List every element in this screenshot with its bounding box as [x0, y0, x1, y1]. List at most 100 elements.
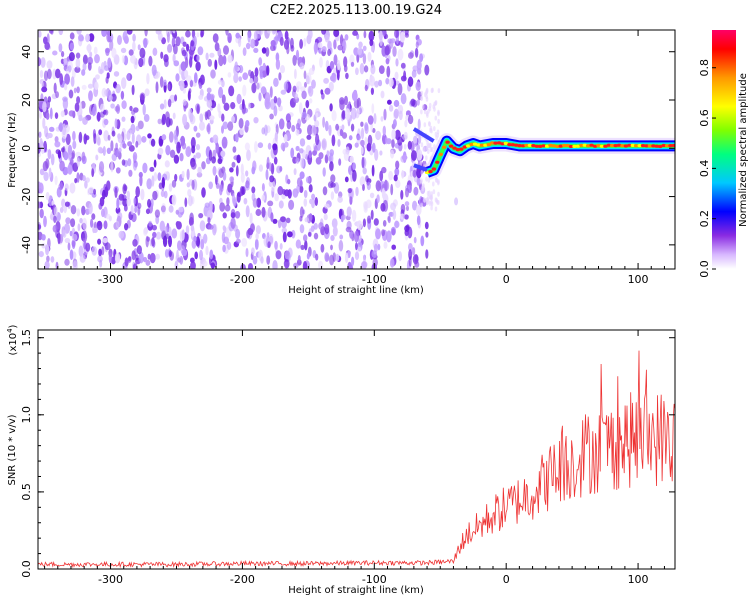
signal-peak-cell [476, 143, 481, 147]
heatmap-noise-cell [329, 60, 335, 70]
heatmap-noise-cell [397, 83, 403, 96]
signal-peak-cell [644, 144, 649, 148]
heatmap-noise-cell [390, 183, 394, 196]
heatmap-noise-cell [164, 226, 169, 234]
heatmap-noise-cell [241, 237, 248, 247]
signal-peak-cell [507, 143, 512, 147]
heatmap-noise-cell [185, 75, 192, 82]
heatmap-noise-cell [382, 199, 389, 212]
heatmap-noise-cell [373, 113, 377, 125]
heatmap-noise-cell [387, 215, 391, 222]
heatmap-noise-cell [67, 164, 73, 175]
heatmap-noise-cell [126, 30, 133, 35]
heatmap-noise-cell [95, 154, 99, 161]
heatmap-noise-cell [313, 145, 318, 155]
signal-peak-cell [627, 143, 632, 147]
heatmap-noise-cell [269, 113, 274, 120]
heatmap-noise-cell [44, 260, 50, 269]
heatmap-noise-cell [164, 160, 170, 168]
signal-peak-cell [510, 143, 515, 147]
heatmap-fringe-cell [430, 205, 433, 211]
signal-peak-cell [623, 144, 629, 148]
heatmap-noise-cell [311, 125, 317, 136]
heatmap-noise-cell [50, 30, 54, 35]
heatmap-noise-cell [212, 165, 217, 176]
heatmap-noise-cell [83, 133, 88, 145]
heatmap-noise-cell [104, 65, 109, 71]
heatmap-noise-cell [110, 140, 114, 152]
heatmap-noise-cell [47, 68, 52, 80]
signal-peak-cell [599, 144, 605, 148]
heatmap-noise-cell [416, 177, 421, 186]
heatmap-noise-cell [62, 123, 67, 136]
heatmap-noise-cell [143, 38, 148, 49]
heatmap-fringe-cell [433, 106, 436, 112]
heatmap-noise-cell [329, 254, 335, 266]
signal-peak-cell [534, 144, 539, 148]
heatmap-noise-cell [339, 128, 344, 137]
heatmap-noise-cell [386, 65, 391, 78]
heatmap-noise-cell [220, 184, 224, 192]
heatmap-noise-cell [294, 68, 297, 80]
heatmap-noise-cell [50, 256, 55, 263]
heatmap-fringe-cell [420, 170, 424, 175]
heatmap-noise-cell [76, 208, 81, 217]
heatmap-noise-cell [48, 167, 52, 178]
heatmap-noise-cell [53, 215, 57, 223]
heatmap-noise-cell [188, 108, 193, 120]
heatmap-noise-cell [153, 159, 157, 168]
heatmap-noise-cell [236, 93, 242, 105]
heatmap-noise-cell [114, 118, 118, 129]
heatmap-noise-cell [121, 54, 125, 64]
signal-peak-cell [527, 143, 533, 147]
heatmap-noise-cell [198, 213, 204, 219]
heatmap-noise-cell [408, 249, 413, 261]
signal-peak-cell [647, 144, 653, 148]
signal-peak-cell [603, 144, 608, 148]
signal-peak-cell [520, 144, 526, 148]
heatmap-noise-cell [129, 105, 133, 111]
heatmap-noise-cell [164, 249, 169, 258]
heatmap-noise-cell [287, 178, 291, 185]
heatmap-noise-cell [319, 56, 323, 68]
heatmap-noise-cell [273, 105, 278, 117]
heatmap-noise-cell [199, 113, 204, 123]
heatmap-noise-cell [388, 170, 393, 181]
heatmap-noise-cell [193, 125, 198, 132]
heatmap-noise-cell [353, 47, 359, 56]
heatmap-noise-cell [88, 33, 95, 42]
heatmap-noise-cell [394, 30, 399, 39]
heatmap-noise-cell [114, 252, 121, 264]
heatmap-noise-cell [173, 60, 180, 67]
signal-peak-cell [606, 143, 611, 147]
heatmap-noise-cell [251, 166, 256, 175]
heatmap-noise-cell [184, 197, 188, 208]
signal-peak-cell [479, 143, 485, 147]
heatmap-noise-cell [251, 192, 256, 202]
heatmap-noise-cell [176, 221, 182, 230]
heatmap-fringe-cell [433, 101, 436, 107]
snr-x-axis-label: Height of straight line (km) [288, 585, 424, 596]
heatmap-fringe-cell [425, 90, 428, 95]
heatmap-noise-cell [280, 65, 285, 74]
heatmap-noise-cell [295, 145, 300, 152]
signal-peak-cell [586, 144, 591, 148]
heatmap-noise-cell [82, 116, 88, 125]
signal-peak-cell [562, 143, 567, 148]
heatmap-noise-cell [173, 43, 178, 55]
signal-peak-cell [544, 144, 550, 148]
heatmap-noise-cell [123, 184, 128, 192]
signal-peak-cell [459, 147, 464, 151]
heatmap-noise-cell [69, 42, 75, 51]
heatmap-noise-cell [95, 74, 100, 80]
heatmap-noise-cell [146, 73, 150, 85]
heatmap-noise-cell [271, 30, 276, 35]
heatmap-noise-cell [235, 165, 239, 177]
heatmap-x-tick-label: -100 [362, 273, 387, 286]
heatmap-noise-cell [132, 239, 138, 247]
heatmap-noise-cell [104, 109, 109, 116]
heatmap-noise-cell [39, 168, 45, 176]
heatmap-noise-cell [162, 235, 168, 248]
signal-peak-cell [582, 143, 587, 147]
heatmap-noise-cell [148, 220, 153, 227]
